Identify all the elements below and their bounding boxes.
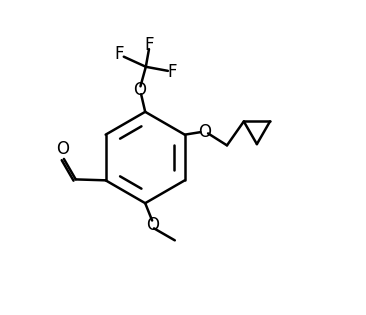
Text: O: O — [198, 123, 211, 141]
Text: O: O — [133, 81, 146, 100]
Text: F: F — [114, 45, 124, 63]
Text: F: F — [144, 36, 154, 54]
Text: O: O — [56, 140, 69, 158]
Text: F: F — [168, 63, 178, 82]
Text: O: O — [146, 215, 158, 234]
